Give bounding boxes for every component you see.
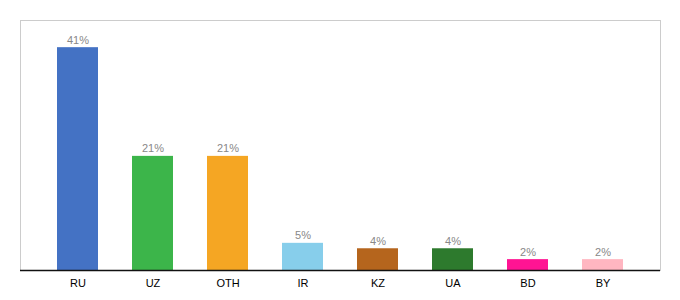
svg-text:21%: 21% <box>142 142 164 154</box>
svg-text:4%: 4% <box>370 235 386 247</box>
svg-text:BY: BY <box>596 277 611 289</box>
svg-text:2%: 2% <box>520 246 536 258</box>
svg-text:OTH: OTH <box>216 277 239 289</box>
svg-text:UZ: UZ <box>146 277 161 289</box>
svg-text:IR: IR <box>298 277 309 289</box>
svg-text:21%: 21% <box>217 142 239 154</box>
svg-text:4%: 4% <box>445 235 461 247</box>
svg-text:RU: RU <box>70 277 86 289</box>
svg-text:UA: UA <box>445 277 461 289</box>
svg-text:BD: BD <box>520 277 535 289</box>
svg-text:5%: 5% <box>295 229 311 241</box>
svg-text:KZ: KZ <box>371 277 385 289</box>
svg-text:2%: 2% <box>595 246 611 258</box>
svg-text:41%: 41% <box>67 34 89 46</box>
